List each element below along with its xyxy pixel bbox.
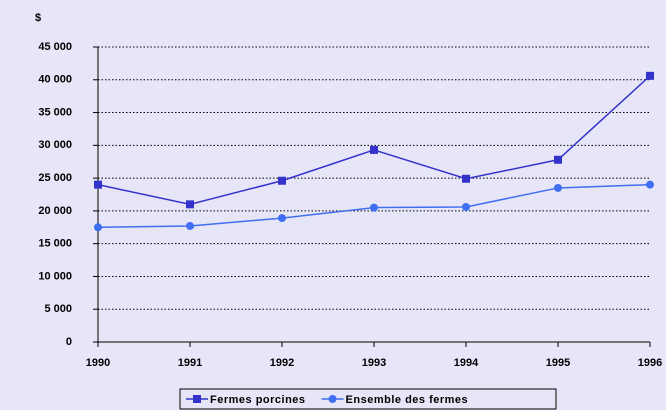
y-tick-label: 35 000: [38, 106, 72, 118]
marker: [554, 183, 562, 192]
marker: [94, 180, 102, 189]
marker: [370, 145, 378, 154]
x-tick-label: 1996: [638, 357, 662, 369]
legend-box: [179, 388, 557, 410]
marker: [278, 176, 286, 185]
legend-marker: [193, 395, 201, 403]
y-tick-label: 20 000: [38, 205, 72, 217]
y-tick-label: 0: [66, 336, 72, 348]
legend-label: Fermes porcines: [210, 394, 306, 406]
marker: [186, 200, 194, 209]
y-tick-label: 30 000: [38, 139, 72, 151]
x-tick-label: 1993: [362, 357, 386, 369]
marker: [462, 174, 470, 183]
legend-label: Ensemble des fermes: [346, 394, 469, 406]
y-tick-label: 5 000: [44, 303, 72, 315]
x-tick-label: 1994: [454, 357, 479, 369]
y-tick-label: 40 000: [38, 74, 72, 86]
x-tick-label: 1995: [546, 357, 570, 369]
y-tick-label: 15 000: [38, 238, 72, 250]
marker: [370, 203, 378, 212]
marker: [554, 155, 562, 164]
marker: [278, 214, 286, 223]
y-tick-label: 45 000: [38, 41, 72, 53]
marker: [186, 221, 194, 230]
legend-marker: [328, 395, 337, 403]
marker: [94, 223, 102, 232]
x-tick-label: 1990: [86, 357, 110, 369]
y-tick-label: 25 000: [38, 172, 72, 184]
series-line: [97, 75, 651, 206]
x-tick-label: 1991: [178, 357, 202, 369]
legend: Fermes porcines Ensemble des fermes: [179, 388, 557, 410]
marker: [462, 202, 470, 211]
marker: [646, 180, 654, 189]
y-tick-label: 10 000: [38, 270, 72, 282]
marker: [646, 71, 654, 80]
y-axis-label: $: [35, 12, 41, 24]
x-tick-label: 1992: [270, 357, 294, 369]
